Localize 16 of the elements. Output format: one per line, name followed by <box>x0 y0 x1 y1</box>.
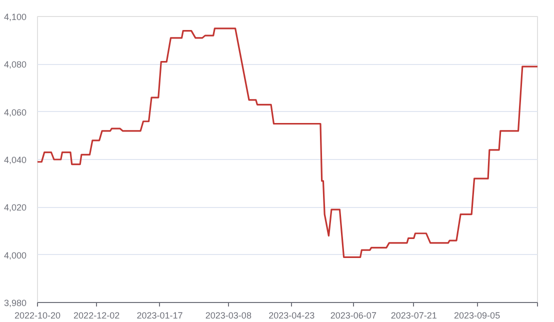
y-tick-label: 4,100 <box>4 12 27 22</box>
x-tick-label: 2023-04-23 <box>268 310 315 320</box>
x-tick-label: 2023-01-17 <box>136 310 183 320</box>
y-tick-label: 4,040 <box>4 155 27 165</box>
y-tick-label: 4,020 <box>4 202 27 213</box>
x-tick-label: 2023-03-08 <box>205 310 252 320</box>
x-tick-label: 2022-10-20 <box>14 310 61 320</box>
x-tick-label: 2022-12-02 <box>74 310 120 320</box>
x-tick-label: 2023-06-07 <box>330 310 376 320</box>
y-tick-label: 4,060 <box>4 107 27 118</box>
y-tick-label: 3,980 <box>4 298 27 308</box>
line-series <box>38 28 538 258</box>
y-tick-label: 4,000 <box>4 250 27 260</box>
y-tick-label: 4,080 <box>4 60 27 70</box>
x-tick-label: 2023-09-05 <box>454 310 500 320</box>
x-tick-label: 2023-07-21 <box>390 310 437 320</box>
